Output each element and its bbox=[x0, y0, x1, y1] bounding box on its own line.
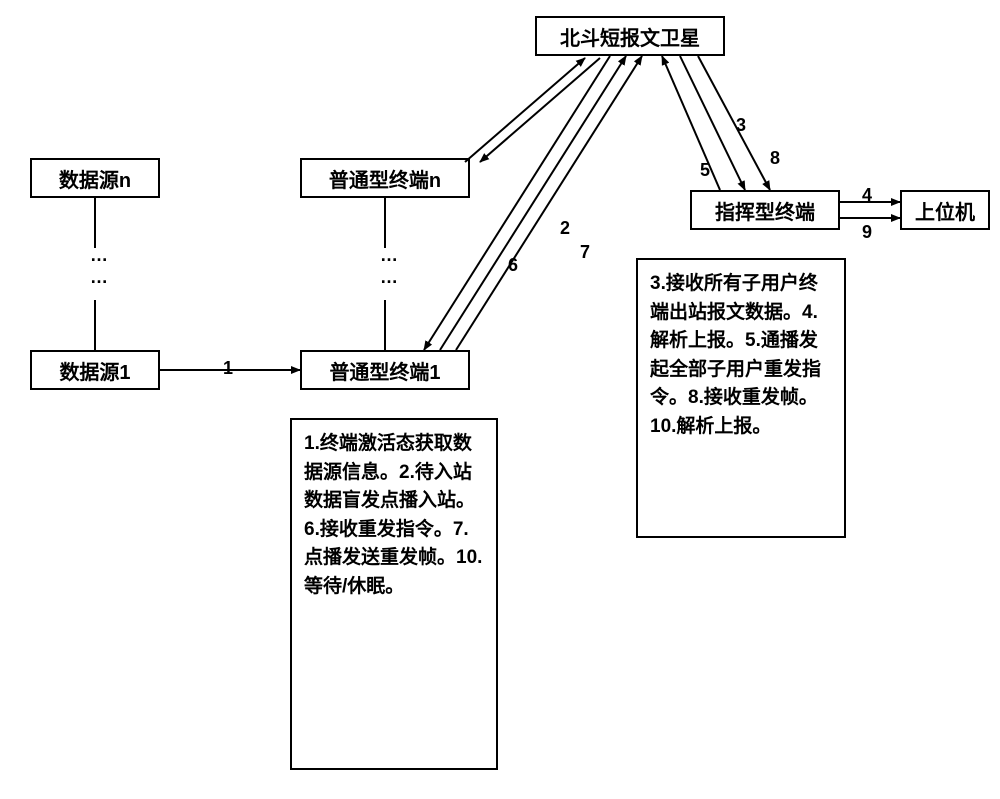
edge-label: 3 bbox=[736, 115, 746, 136]
node-label: 上位机 bbox=[915, 196, 975, 225]
edge-label: 7 bbox=[580, 242, 590, 263]
edge-label: 9 bbox=[862, 222, 872, 243]
node-label: 普通型终端n bbox=[329, 164, 441, 193]
edge-arrow bbox=[440, 56, 626, 350]
node-label: 指挥型终端 bbox=[715, 196, 815, 225]
node-label: 数据源n bbox=[59, 164, 131, 193]
edge-arrow bbox=[662, 56, 720, 190]
node-host-computer: 上位机 bbox=[900, 190, 990, 230]
edge-label: 1 bbox=[223, 358, 233, 379]
edge-label: 6 bbox=[508, 255, 518, 276]
note-box-left: 1.终端激活态获取数据源信息。2.待入站数据盲发点播入站。6.接收重发指令。7.… bbox=[290, 418, 498, 770]
node-satellite: 北斗短报文卫星 bbox=[535, 16, 725, 56]
diagram-canvas: 北斗短报文卫星 数据源n 数据源1 普通型终端n 普通型终端1 指挥型终端 上位… bbox=[0, 0, 1000, 799]
edge-arrow bbox=[456, 56, 642, 350]
node-label: 普通型终端1 bbox=[329, 356, 440, 385]
node-label: 北斗短报文卫星 bbox=[560, 22, 700, 51]
edge-label: 2 bbox=[560, 218, 570, 239]
edge-label: 5 bbox=[700, 160, 710, 181]
node-command-terminal: 指挥型终端 bbox=[690, 190, 840, 230]
arrows-layer bbox=[0, 0, 1000, 799]
edge-label: 8 bbox=[770, 148, 780, 169]
edge-arrow bbox=[424, 56, 610, 350]
node-data-source-1: 数据源1 bbox=[30, 350, 160, 390]
ellipsis-right: …… bbox=[378, 245, 399, 289]
edge-arrow bbox=[465, 58, 585, 162]
node-terminal-n: 普通型终端n bbox=[300, 158, 470, 198]
node-label: 数据源1 bbox=[59, 356, 130, 385]
node-data-source-n: 数据源n bbox=[30, 158, 160, 198]
edge-arrow bbox=[480, 58, 600, 162]
ellipsis-left: …… bbox=[88, 245, 109, 289]
edge-label: 4 bbox=[862, 185, 872, 206]
note-box-right: 3.接收所有子用户终端出站报文数据。4.解析上报。5.通播发起全部子用户重发指令… bbox=[636, 258, 846, 538]
node-terminal-1: 普通型终端1 bbox=[300, 350, 470, 390]
